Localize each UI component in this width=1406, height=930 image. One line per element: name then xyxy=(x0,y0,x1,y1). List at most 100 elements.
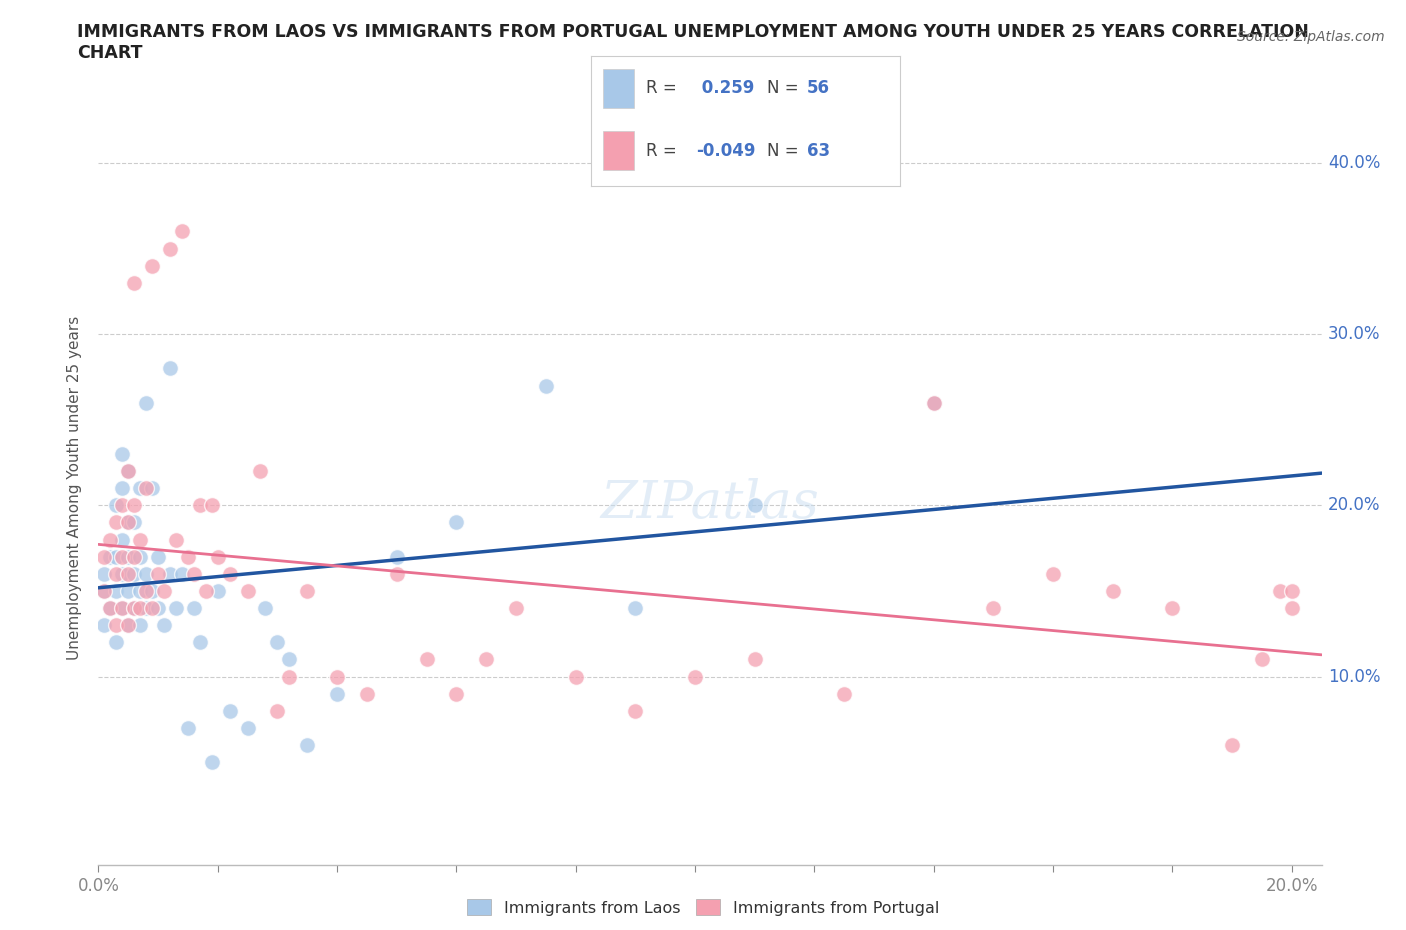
Point xyxy=(624,601,647,616)
Point xyxy=(122,566,145,581)
Point xyxy=(922,395,945,410)
Point xyxy=(475,652,498,667)
Text: R =: R = xyxy=(647,142,682,160)
Point xyxy=(122,275,145,290)
Point xyxy=(153,583,176,598)
Point xyxy=(744,498,766,512)
Point xyxy=(165,532,187,547)
Point xyxy=(278,652,301,667)
Point xyxy=(105,635,128,650)
Point xyxy=(326,686,349,701)
Point xyxy=(135,601,157,616)
Point xyxy=(93,618,115,632)
Point xyxy=(218,703,240,718)
Text: 30.0%: 30.0% xyxy=(1327,326,1381,343)
Point xyxy=(236,721,259,736)
Point xyxy=(117,550,139,565)
Point xyxy=(183,601,205,616)
Point xyxy=(129,481,152,496)
Point xyxy=(170,224,193,239)
Point xyxy=(254,601,277,616)
Point xyxy=(111,481,134,496)
Point xyxy=(117,618,139,632)
Point xyxy=(188,498,211,512)
Point xyxy=(207,583,229,598)
Point xyxy=(194,583,217,598)
Point xyxy=(122,515,145,530)
Text: N =: N = xyxy=(766,79,804,98)
Point xyxy=(98,550,121,565)
Text: R =: R = xyxy=(647,79,682,98)
Point xyxy=(141,601,163,616)
Point xyxy=(129,618,152,632)
Point xyxy=(117,464,139,479)
Point xyxy=(565,670,588,684)
Point xyxy=(188,635,211,650)
Point xyxy=(111,566,134,581)
Point xyxy=(153,618,176,632)
Point xyxy=(183,566,205,581)
FancyBboxPatch shape xyxy=(603,69,634,108)
Point xyxy=(983,601,1005,616)
Point xyxy=(207,550,229,565)
Point xyxy=(1251,652,1274,667)
Point xyxy=(1042,566,1064,581)
Point xyxy=(201,755,224,770)
Point xyxy=(117,618,139,632)
Point xyxy=(385,566,408,581)
Point xyxy=(218,566,240,581)
Point xyxy=(446,686,468,701)
Point xyxy=(98,601,121,616)
Point xyxy=(505,601,527,616)
Point xyxy=(93,583,115,598)
Point xyxy=(446,515,468,530)
Y-axis label: Unemployment Among Youth under 25 years: Unemployment Among Youth under 25 years xyxy=(67,316,83,660)
Point xyxy=(129,583,152,598)
Point xyxy=(278,670,301,684)
Point xyxy=(356,686,378,701)
Point xyxy=(1101,583,1123,598)
Point xyxy=(141,259,163,273)
Point xyxy=(249,464,271,479)
Point xyxy=(624,703,647,718)
Point xyxy=(135,395,157,410)
Point xyxy=(117,515,139,530)
Point xyxy=(1268,583,1291,598)
Point xyxy=(129,550,152,565)
Point xyxy=(266,703,288,718)
Point xyxy=(93,566,115,581)
Point xyxy=(1281,583,1303,598)
Point xyxy=(534,379,557,393)
Point xyxy=(1161,601,1184,616)
Point xyxy=(177,721,200,736)
Point xyxy=(98,601,121,616)
Point xyxy=(326,670,349,684)
Text: IMMIGRANTS FROM LAOS VS IMMIGRANTS FROM PORTUGAL UNEMPLOYMENT AMONG YOUTH UNDER : IMMIGRANTS FROM LAOS VS IMMIGRANTS FROM … xyxy=(77,23,1309,62)
Point xyxy=(93,583,115,598)
FancyBboxPatch shape xyxy=(603,131,634,170)
Point xyxy=(146,550,169,565)
Text: 0.259: 0.259 xyxy=(696,79,754,98)
Point xyxy=(105,550,128,565)
Point xyxy=(105,566,128,581)
Point xyxy=(297,583,319,598)
Point xyxy=(122,498,145,512)
Point xyxy=(415,652,437,667)
Point xyxy=(111,550,134,565)
Point xyxy=(266,635,288,650)
Point xyxy=(98,532,121,547)
Text: 20.0%: 20.0% xyxy=(1327,497,1381,514)
Point xyxy=(170,566,193,581)
Point xyxy=(744,652,766,667)
Point xyxy=(111,601,134,616)
Point xyxy=(105,618,128,632)
Point xyxy=(159,361,181,376)
Text: ZIPatlas: ZIPatlas xyxy=(600,478,820,529)
Point xyxy=(146,566,169,581)
Point xyxy=(111,532,134,547)
Point xyxy=(177,550,200,565)
Point xyxy=(159,566,181,581)
Point xyxy=(1281,601,1303,616)
Text: N =: N = xyxy=(766,142,804,160)
Point xyxy=(122,601,145,616)
